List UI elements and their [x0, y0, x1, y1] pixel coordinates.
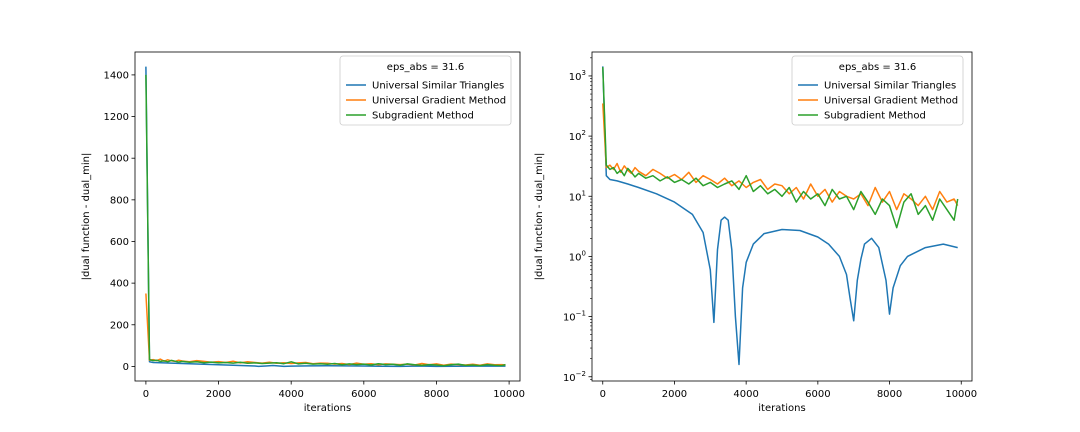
- x-tick-label: 10000: [945, 389, 977, 400]
- y-tick-label: 0: [123, 362, 129, 373]
- legend-box: [791, 55, 964, 126]
- x-tick-label: 0: [143, 389, 149, 400]
- series-line-1: [145, 66, 506, 368]
- y-axis-label: |dual function - dual_min|: [534, 153, 545, 281]
- y-tick-label: 1400: [104, 70, 129, 81]
- x-tick-label: 2000: [206, 389, 231, 400]
- y-tick-label: 400: [110, 279, 129, 290]
- y-tick-label: 10−1: [563, 310, 586, 324]
- legend-title: eps_abs = 31.6: [387, 62, 464, 73]
- x-axis-label: iterations: [758, 403, 805, 414]
- y-axis-label: |dual function - dual_min|: [81, 153, 92, 281]
- y-tick-label: 800: [110, 195, 129, 206]
- series-line-3: [602, 67, 959, 229]
- plot-area: [145, 66, 506, 368]
- x-tick-label: 6000: [805, 389, 830, 400]
- x-tick-label: 6000: [351, 389, 376, 400]
- log-scale-plot: 0 2000 4000 6000 8000 10000 10−2 10−1 100 101 102 1…: [534, 51, 977, 414]
- series-line-3: [145, 74, 506, 367]
- linear-scale-plot: 0 2000 4000 6000 8000 10000 0 200 400 600 800 1000 1…: [81, 51, 525, 414]
- y-tick-label: 10−2: [563, 370, 586, 384]
- legend-entry: Universal Similar Triangles: [372, 81, 504, 92]
- legend-entry: Subgradient Method: [372, 111, 474, 122]
- y-tick-label: 103: [569, 69, 586, 83]
- legend-entry: Universal Gradient Method: [372, 96, 506, 107]
- axes-frame: [591, 51, 973, 382]
- y-tick-label: 1000: [104, 154, 129, 165]
- x-tick-label: 4000: [733, 389, 758, 400]
- legend-entry: Subgradient Method: [824, 111, 926, 122]
- legend-entry: Universal Similar Triangles: [824, 81, 956, 92]
- x-tick-label: 10000: [493, 389, 525, 400]
- x-axis-label: iterations: [304, 403, 351, 414]
- series-line-2: [145, 293, 506, 366]
- plot-area: [602, 66, 959, 366]
- legend-title: eps_abs = 31.6: [839, 62, 916, 73]
- legend: eps_abs = 31.6 Universal Similar Triangle…: [791, 55, 964, 126]
- y-tick-label: 1200: [104, 112, 129, 123]
- y-tick-label: 100: [569, 249, 586, 263]
- legend-box: [339, 55, 512, 126]
- series-line-2: [602, 103, 959, 211]
- x-tick-label: 8000: [877, 389, 902, 400]
- y-tick-label: 600: [110, 237, 129, 248]
- legend: eps_abs = 31.6 Universal Similar Triangle…: [339, 55, 512, 126]
- x-tick-label: 0: [600, 389, 606, 400]
- x-tick-label: 4000: [278, 389, 303, 400]
- legend-entry: Universal Gradient Method: [824, 96, 958, 107]
- axes-frame: [134, 51, 521, 382]
- x-tick-label: 2000: [662, 389, 687, 400]
- series-line-1: [602, 66, 958, 366]
- y-tick-label: 200: [110, 320, 129, 331]
- x-tick-label: 8000: [424, 389, 449, 400]
- y-tick-label: 101: [569, 189, 586, 203]
- y-tick-label: 102: [569, 129, 586, 143]
